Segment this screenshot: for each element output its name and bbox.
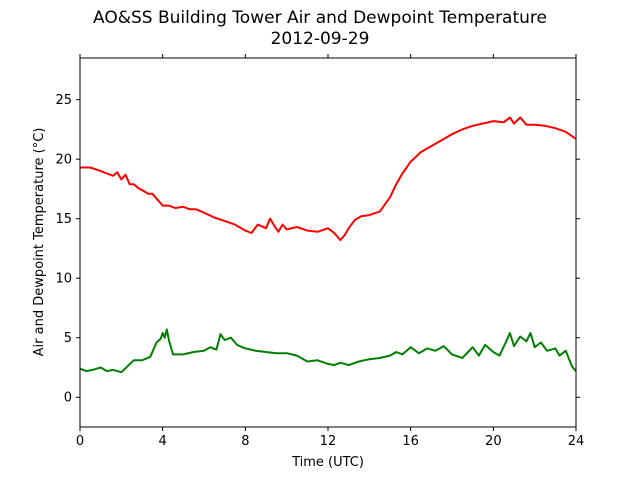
plot-frame (79, 57, 577, 428)
chart-subtitle: 2012-09-29 (270, 29, 370, 49)
series-line-1 (79, 328, 577, 374)
chart-title: AO&SS Building Tower Air and Dewpoint Te… (92, 8, 547, 28)
series-line-0 (80, 116, 577, 242)
y-tick-label: 20 (55, 153, 72, 168)
x-tick-label: 12 (320, 434, 337, 449)
x-axis-label: Time (UTC) (291, 455, 364, 470)
x-tick-label: 16 (402, 434, 419, 449)
series-layer (79, 116, 577, 374)
x-tick-label: 20 (485, 434, 502, 449)
x-tick-label: 4 (159, 434, 167, 449)
y-tick-label: 15 (55, 212, 72, 227)
x-tick-label: 8 (241, 434, 249, 449)
y-tick-label: 10 (55, 272, 72, 287)
x-tick-label: 0 (76, 434, 84, 449)
y-tick-label: 0 (64, 391, 72, 406)
y-axis-label: Air and Dewpoint Temperature (°C) (32, 128, 47, 357)
y-tick-label: 5 (64, 331, 72, 346)
x-tick-label: 24 (568, 434, 585, 449)
axes-layer: 0 4 8 12 16 20 24 0 5 10 15 20 25 (55, 54, 584, 449)
y-tick-label: 25 (55, 93, 72, 108)
